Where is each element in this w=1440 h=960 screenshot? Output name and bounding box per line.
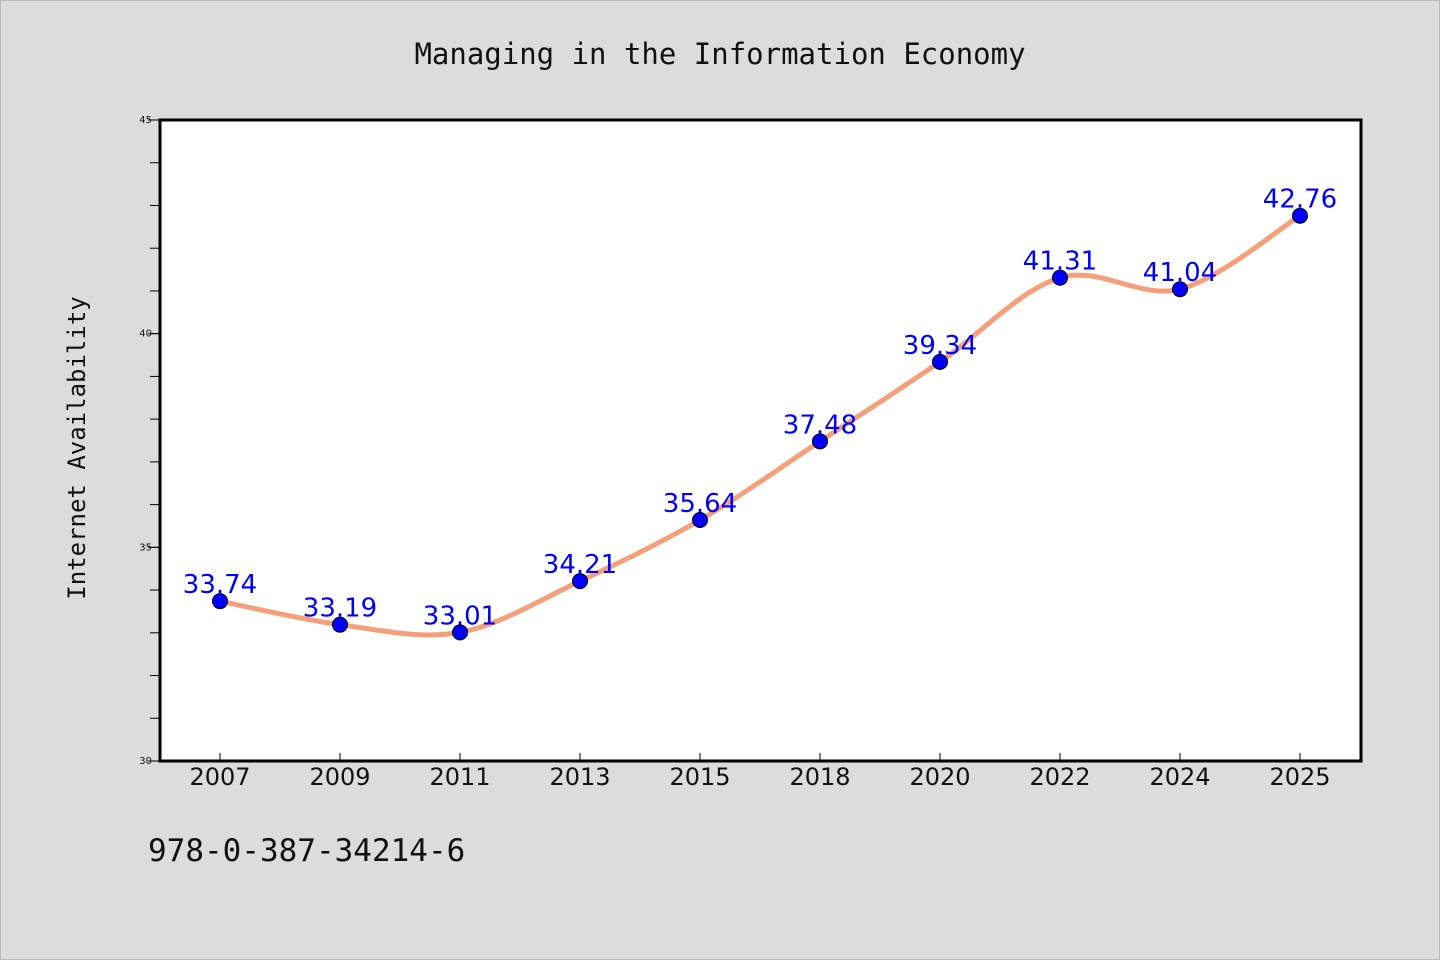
data-label: 33.19	[303, 594, 377, 624]
chart-title: Managing in the Information Economy	[414, 37, 1025, 71]
x-tick-label: 2007	[189, 763, 250, 791]
data-point-marker	[452, 624, 468, 641]
data-label: 33.74	[183, 570, 257, 600]
data-label: 41.31	[1023, 247, 1097, 277]
footer-isbn: 978-0-387-34214-6	[148, 833, 466, 869]
data-point-marker	[572, 573, 588, 590]
x-tick-label: 2025	[1269, 763, 1330, 791]
data-point-marker	[1292, 207, 1308, 224]
data-label: 39.34	[903, 331, 977, 361]
data-label: 34.21	[543, 550, 617, 580]
data-point-marker	[932, 353, 948, 370]
x-tick-label: 2011	[429, 763, 490, 791]
x-tick-label: 2020	[909, 763, 970, 791]
data-point-marker	[812, 433, 828, 450]
data-point-marker	[332, 616, 348, 633]
data-point-marker	[1172, 281, 1188, 298]
data-label: 35.64	[663, 489, 737, 519]
x-tick-label: 2013	[549, 763, 610, 791]
series-line	[217, 213, 1303, 638]
x-tick-label: 2015	[669, 763, 730, 791]
x-tick-label: 2022	[1029, 763, 1090, 791]
data-label: 41.04	[1143, 258, 1217, 288]
y-tick-label: 35	[139, 542, 152, 553]
y-axis-label: Internet Availability	[63, 296, 91, 599]
plot-area	[160, 120, 1361, 761]
data-label: 33.01	[423, 601, 497, 631]
x-tick-label: 2018	[789, 763, 850, 791]
data-label: 37.48	[783, 410, 857, 440]
data-point-marker	[212, 593, 228, 610]
y-tick-label: 45	[139, 115, 152, 126]
data-point-marker	[1052, 269, 1068, 286]
x-tick-label: 2024	[1149, 763, 1210, 791]
data-point-marker	[692, 511, 708, 528]
x-tick-label: 2009	[309, 763, 370, 791]
y-axis: 30 35 40 45	[139, 115, 160, 767]
data-label: 42.76	[1263, 185, 1337, 215]
x-axis: 2007 2009 2011 2013 2015 2018 2020 2022 2024 2025	[189, 753, 1331, 791]
series-line-group: 33.74 33.19 33.01 34.21 35.64 37.48 39.34 41.31…	[183, 185, 1337, 641]
y-tick-label: 30	[139, 756, 152, 767]
plot-border	[158, 118, 1363, 763]
y-tick-label: 40	[139, 329, 152, 340]
